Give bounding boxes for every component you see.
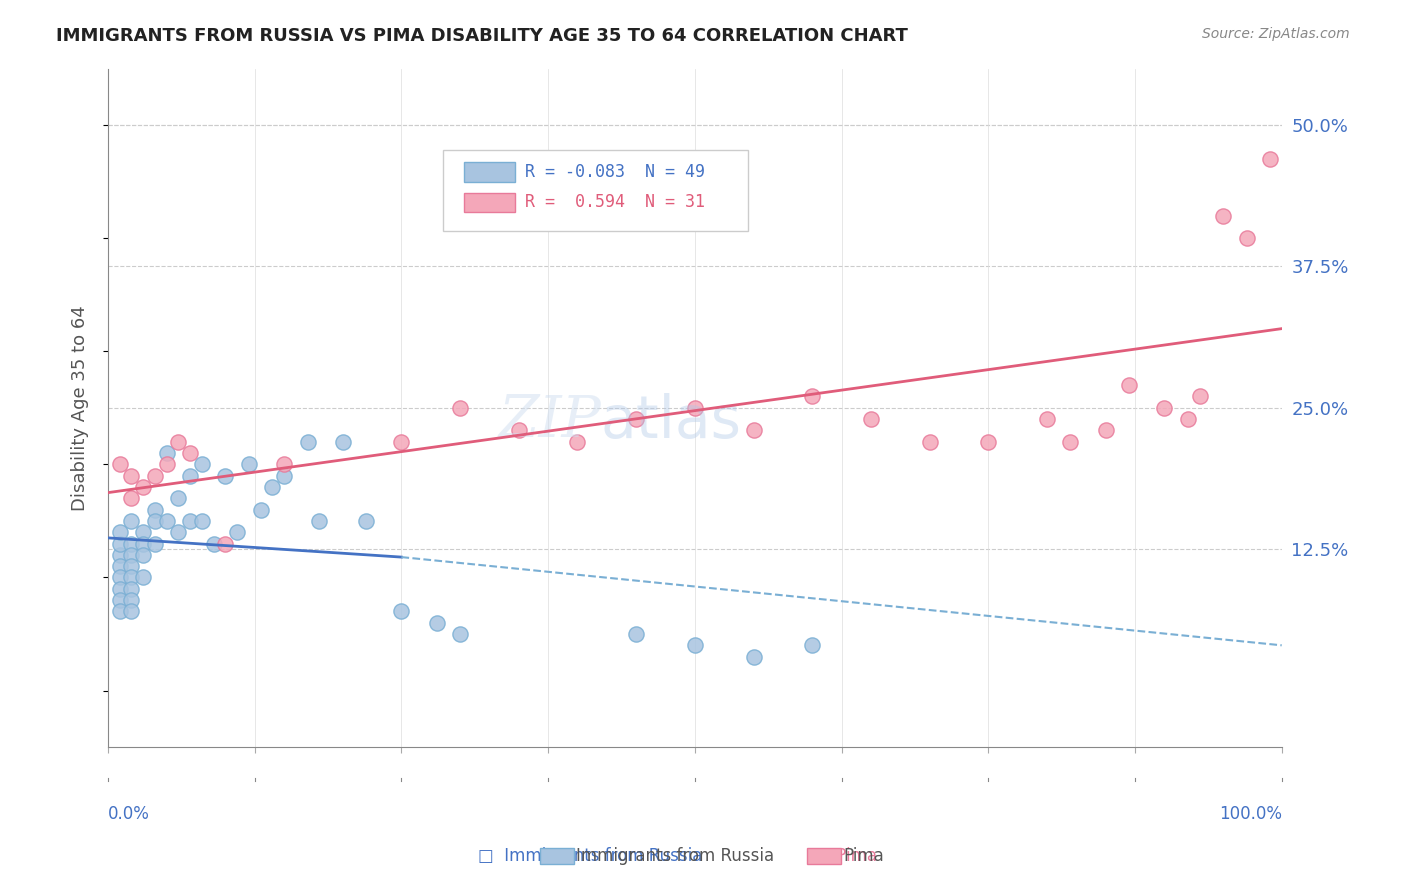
Point [121,570,143,584]
Text: ZIP: ZIP [498,393,600,450]
Point [1236,231,1258,245]
Text: IMMIGRANTS FROM RUSSIA VS PIMA DISABILITY AGE 35 TO 64 CORRELATION CHART: IMMIGRANTS FROM RUSSIA VS PIMA DISABILIT… [56,27,908,45]
Point [167,525,190,540]
Text: R = -0.083  N = 49: R = -0.083 N = 49 [524,162,704,181]
Point [132,525,155,540]
Text: 100.0%: 100.0% [1219,805,1282,822]
Point [202,536,225,550]
Point [354,514,377,528]
Point [977,434,1000,449]
Point [449,627,471,641]
Point [108,525,131,540]
Text: R =  0.594  N = 31: R = 0.594 N = 31 [524,194,704,211]
Point [156,458,179,472]
Point [1188,390,1211,404]
Point [238,458,260,472]
Text: □  Immigrants from Russia: □ Immigrants from Russia [478,847,703,865]
Point [132,570,155,584]
Point [1177,412,1199,426]
Point [1212,209,1234,223]
Point [683,401,706,415]
Point [132,548,155,562]
Point [391,604,413,618]
Point [121,593,143,607]
Point [191,458,214,472]
Point [1118,378,1140,392]
Point [214,536,236,550]
Point [262,480,284,494]
Text: 0.0%: 0.0% [108,805,150,822]
Point [1153,401,1175,415]
FancyBboxPatch shape [464,162,515,182]
Point [249,502,271,516]
Point [132,480,155,494]
Text: Pima: Pima [844,847,884,865]
Point [273,468,295,483]
FancyBboxPatch shape [443,150,748,231]
Point [143,468,166,483]
Point [143,502,166,516]
Point [801,390,824,404]
Point [624,412,647,426]
Point [108,548,131,562]
Point [624,627,647,641]
Point [391,434,413,449]
Point [179,468,201,483]
Point [918,434,941,449]
Point [156,514,179,528]
Point [108,458,131,472]
Point [108,559,131,574]
Point [683,638,706,652]
Point [121,514,143,528]
Point [108,536,131,550]
Point [167,434,190,449]
Point [226,525,249,540]
Point [567,434,589,449]
Point [121,536,143,550]
Text: Source: ZipAtlas.com: Source: ZipAtlas.com [1202,27,1350,41]
Point [143,514,166,528]
Point [742,424,765,438]
Y-axis label: Disability Age 35 to 64: Disability Age 35 to 64 [72,305,89,511]
Point [167,491,190,506]
Point [108,570,131,584]
Point [1094,424,1116,438]
Point [859,412,882,426]
Point [214,468,236,483]
Point [121,468,143,483]
Point [121,582,143,596]
Point [1036,412,1059,426]
FancyBboxPatch shape [464,193,515,212]
Point [801,638,824,652]
Point [121,604,143,618]
Point [121,491,143,506]
Point [108,593,131,607]
Point [121,548,143,562]
Point [297,434,319,449]
Point [426,615,449,630]
Text: Immigrants from Russia: Immigrants from Russia [576,847,775,865]
Text: □  Pima: □ Pima [810,847,877,865]
Point [308,514,330,528]
Point [108,604,131,618]
Point [156,446,179,460]
Point [121,559,143,574]
Point [332,434,354,449]
Point [449,401,471,415]
Point [179,514,201,528]
Point [179,446,201,460]
Point [1059,434,1081,449]
Point [742,649,765,664]
Point [108,582,131,596]
Point [132,536,155,550]
Point [273,458,295,472]
Text: atlas: atlas [600,392,742,450]
Point [191,514,214,528]
Point [1258,152,1281,166]
Point [143,536,166,550]
Point [508,424,530,438]
